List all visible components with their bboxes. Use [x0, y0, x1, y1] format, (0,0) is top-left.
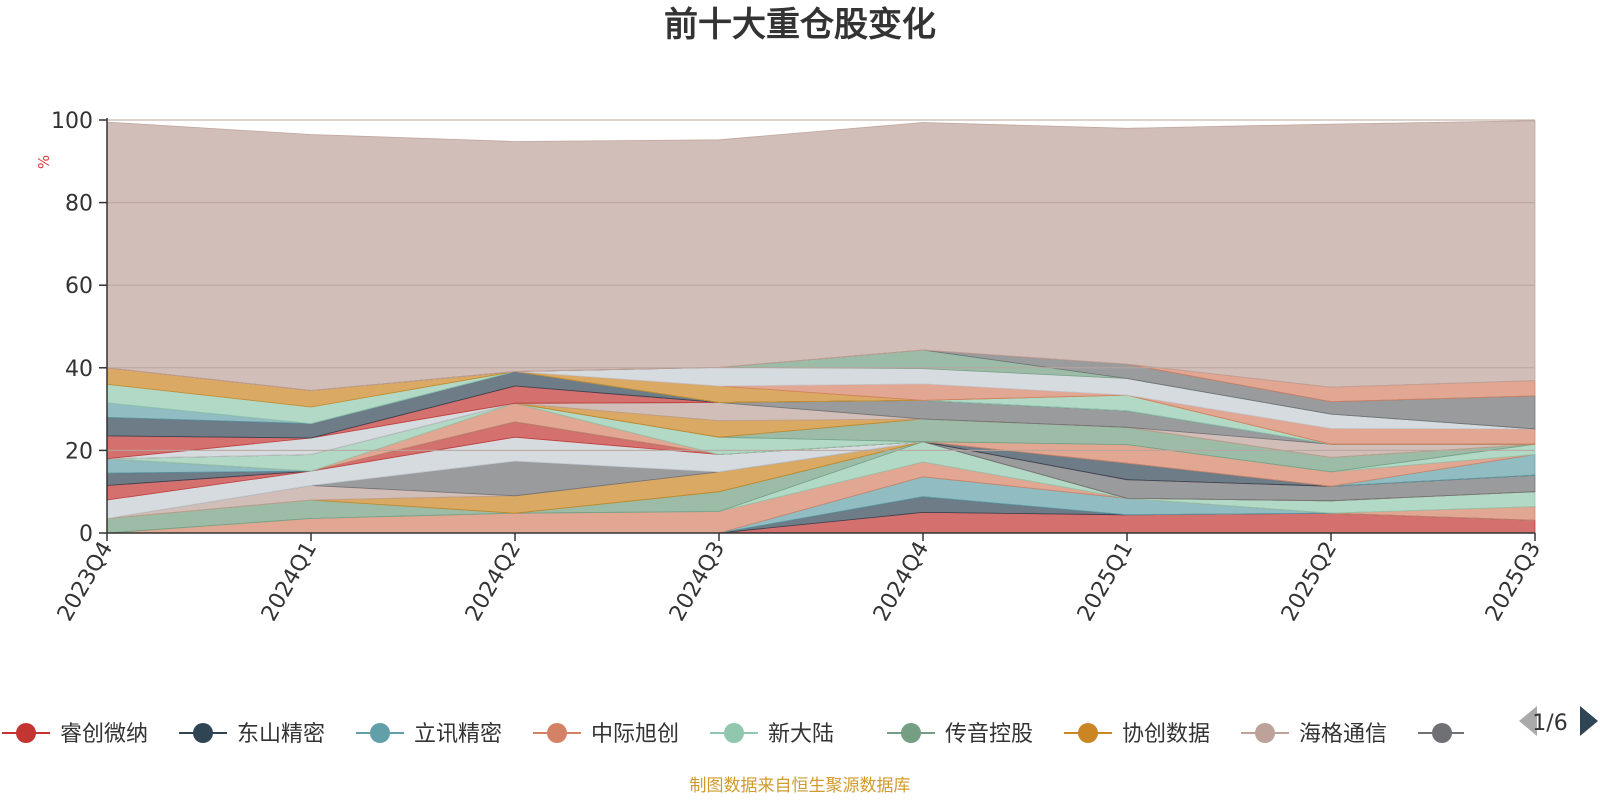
legend-label-1: 东山精密: [237, 722, 325, 747]
y-tick-label-3: 60: [65, 274, 93, 299]
y-axis-label: %: [35, 155, 53, 169]
legend-label-0: 睿创微纳: [60, 722, 148, 747]
legend: 睿创微纳 东山精密 立讯精密 中际旭创 新大陆 传音控股 协创数据 海格通信 北方华创: [2, 722, 1564, 747]
legend-marker-2: [370, 723, 390, 743]
legend-item-0[interactable]: 睿创微纳: [2, 722, 148, 747]
legend-marker-6: [1078, 723, 1098, 743]
legend-label-7: 海格通信: [1299, 722, 1387, 747]
legend-prev-page-button[interactable]: [1519, 706, 1537, 736]
area-layer: [106, 120, 1536, 534]
legend-next-arrow-icon: [1580, 706, 1598, 736]
y-tick-label-1: 20: [65, 439, 93, 464]
legend-item-5[interactable]: 传音控股: [887, 722, 1033, 747]
x-tick-label-0: 2023Q4: [53, 538, 118, 626]
legend-marker-8: [1432, 723, 1452, 743]
x-tick-label-7: 2025Q3: [1481, 538, 1546, 626]
legend-label-4: 新大陆: [768, 722, 834, 747]
legend-item-1[interactable]: 东山精密: [179, 722, 325, 747]
legend-item-6[interactable]: 协创数据: [1064, 722, 1210, 747]
legend-label-2: 立讯精密: [414, 722, 502, 747]
x-tick-label-3: 2024Q3: [665, 538, 730, 626]
legend-label-6: 协创数据: [1122, 722, 1210, 747]
x-tick-label-6: 2025Q2: [1277, 538, 1342, 626]
legend-page-indicator: 1/6: [1532, 711, 1567, 736]
x-tick-label-4: 2024Q4: [869, 538, 934, 626]
legend-marker-3: [547, 723, 567, 743]
data-source-note: 制图数据来自恒生聚源数据库: [690, 776, 911, 796]
area-series-30: [106, 120, 1536, 391]
legend-prev-arrow-icon: [1519, 706, 1537, 736]
x-tick-label-1: 2024Q1: [257, 538, 322, 626]
legend-item-2[interactable]: 立讯精密: [356, 722, 502, 747]
y-tick-label-0: 0: [79, 522, 93, 547]
legend-marker-4: [724, 723, 744, 743]
y-tick-label-5: 100: [51, 109, 93, 134]
legend-marker-1: [193, 723, 213, 743]
legend-next-page-button[interactable]: [1580, 706, 1598, 736]
chart-title: 前十大重仓股变化: [664, 5, 936, 45]
legend-marker-0: [16, 723, 36, 743]
legend-marker-7: [1255, 723, 1275, 743]
x-tick-label-2: 2024Q2: [461, 538, 526, 626]
legend-label-3: 中际旭创: [591, 722, 679, 747]
legend-item-3[interactable]: 中际旭创: [533, 722, 679, 747]
legend-marker-5: [901, 723, 921, 743]
y-tick-label-2: 40: [65, 357, 93, 382]
legend-item-8[interactable]: 北方华创: [1418, 722, 1564, 747]
x-tick-label-5: 2025Q1: [1073, 538, 1138, 626]
y-tick-label-4: 80: [65, 192, 93, 217]
legend-label-5: 传音控股: [945, 722, 1033, 747]
legend-item-7[interactable]: 海格通信: [1241, 722, 1387, 747]
legend-item-4[interactable]: 新大陆: [710, 722, 834, 747]
